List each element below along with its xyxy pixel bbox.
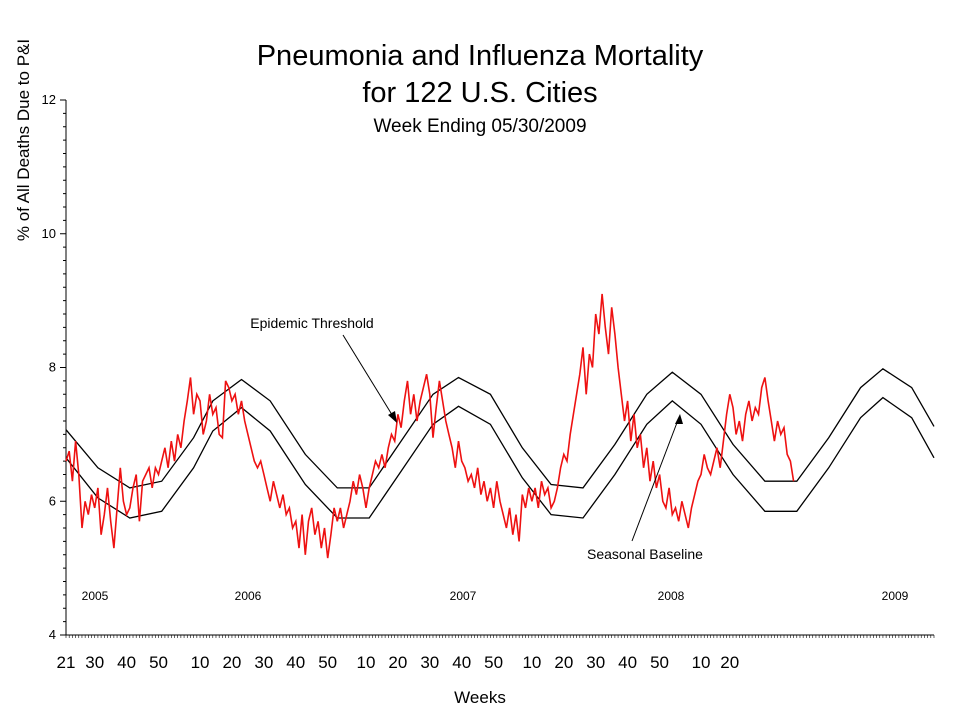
- x-tick-label: 40: [452, 653, 471, 672]
- seasonal-baseline-annotation: Seasonal Baseline: [587, 546, 703, 562]
- x-tick-label: 10: [357, 653, 376, 672]
- seasonal-baseline-pointer: [631, 419, 679, 542]
- x-tick-label: 20: [554, 653, 573, 672]
- seasonal-baseline-line: [65, 396, 935, 519]
- x-tick-label: 10: [522, 653, 541, 672]
- pi-mortality-line: [65, 293, 795, 559]
- x-axis-label: Weeks: [454, 688, 506, 707]
- x-tick-label: 50: [484, 653, 503, 672]
- y-tick-label: 8: [49, 360, 56, 375]
- x-tick-label: 50: [650, 653, 669, 672]
- year-label: 2005: [82, 589, 109, 603]
- year-label: 2008: [658, 589, 685, 603]
- chart-subtitle: Week Ending 05/30/2009: [373, 116, 587, 137]
- x-tick-label: 40: [117, 653, 136, 672]
- epidemic-threshold-line: [65, 367, 935, 489]
- year-label: 2009: [882, 589, 909, 603]
- x-tick-label: 30: [420, 653, 439, 672]
- x-tick-label: 10: [692, 653, 711, 672]
- x-tick-label: 40: [286, 653, 305, 672]
- y-tick-label: 6: [49, 493, 56, 508]
- epidemic-threshold-pointer: [342, 334, 395, 419]
- x-tick-label: 10: [191, 653, 210, 672]
- seasonal-baseline-arrowhead: [675, 414, 683, 424]
- x-tick-label: 30: [586, 653, 605, 672]
- year-label: 2007: [450, 589, 477, 603]
- x-tick-label: 20: [388, 653, 407, 672]
- x-tick-label: 20: [222, 653, 241, 672]
- chart-title-line2: for 122 U.S. Cities: [362, 77, 598, 109]
- x-tick-label: 30: [85, 653, 104, 672]
- x-tick-label: 40: [618, 653, 637, 672]
- x-tick-label: 50: [318, 653, 337, 672]
- epidemic-threshold-arrowhead: [388, 411, 397, 423]
- x-tick-label: 50: [149, 653, 168, 672]
- y-tick-label: 4: [49, 627, 56, 642]
- y-tick-label: 10: [42, 226, 56, 241]
- x-tick-label: 30: [254, 653, 273, 672]
- x-tick-label: 21: [57, 653, 76, 672]
- x-tick-label: 20: [720, 653, 739, 672]
- chart-title: Pneumonia and Influenza Mortality: [256, 40, 704, 72]
- y-tick-label: 12: [42, 92, 56, 107]
- year-label: 2006: [235, 589, 262, 603]
- epidemic-threshold-annotation: Epidemic Threshold: [250, 315, 373, 331]
